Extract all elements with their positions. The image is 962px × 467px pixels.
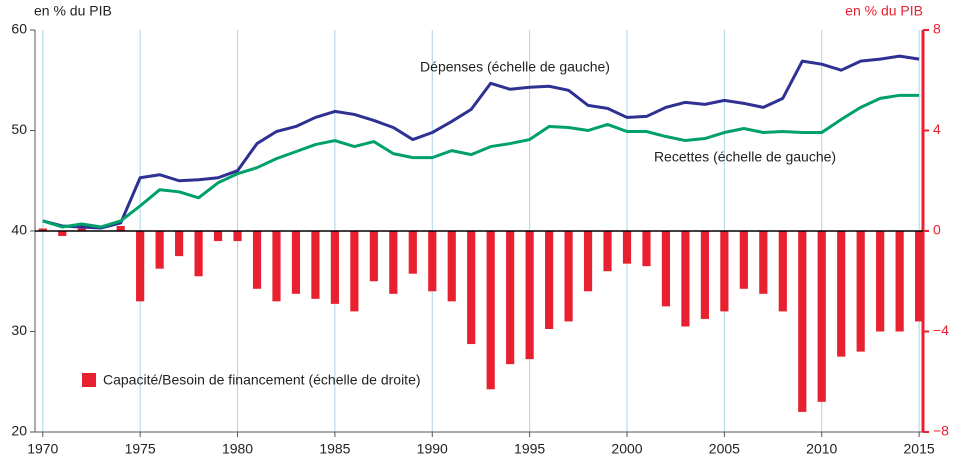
bar bbox=[525, 231, 534, 360]
bar bbox=[369, 231, 378, 282]
bar bbox=[661, 231, 671, 307]
bar bbox=[58, 231, 67, 237]
bar bbox=[486, 231, 495, 390]
bar bbox=[603, 231, 612, 272]
bar bbox=[506, 231, 515, 365]
y2-tick-label: 4 bbox=[933, 121, 941, 137]
bar bbox=[311, 231, 320, 299]
bar bbox=[583, 231, 593, 292]
bar bbox=[291, 231, 301, 294]
x-tick-label: 2000 bbox=[611, 441, 642, 457]
bar bbox=[622, 231, 632, 264]
x-tick-label: 1970 bbox=[27, 441, 58, 457]
bar bbox=[136, 231, 145, 302]
x-tick-label: 2010 bbox=[806, 441, 837, 457]
bar bbox=[856, 231, 865, 352]
bar bbox=[739, 231, 748, 289]
bar bbox=[175, 231, 184, 257]
bar bbox=[759, 231, 768, 294]
bar bbox=[213, 231, 223, 242]
y2-tick-label: −8 bbox=[933, 423, 949, 439]
series-annotation: Dépenses (échelle de gauche) bbox=[420, 59, 610, 75]
x-tick-label: 1990 bbox=[417, 441, 448, 457]
bar bbox=[798, 231, 807, 412]
y2-tick-label: −4 bbox=[933, 322, 949, 338]
y-tick-label: 40 bbox=[11, 222, 27, 238]
bar bbox=[155, 231, 164, 269]
bar bbox=[408, 231, 417, 274]
line bbox=[42, 93, 920, 229]
bar bbox=[778, 231, 787, 312]
x-tick-label: 2015 bbox=[904, 441, 935, 457]
line bbox=[42, 54, 920, 230]
bar bbox=[330, 231, 339, 304]
y-tick-label: 30 bbox=[11, 322, 27, 338]
series-annotation: Recettes (échelle de gauche) bbox=[654, 149, 836, 165]
y-tick-label: 50 bbox=[11, 121, 27, 137]
y-axis-label: en % du PIB bbox=[34, 3, 112, 19]
bar bbox=[233, 231, 242, 242]
bar bbox=[545, 231, 554, 329]
bar bbox=[700, 231, 709, 319]
bar bbox=[447, 231, 456, 302]
x-tick-label: 1995 bbox=[514, 441, 545, 457]
bar bbox=[77, 228, 86, 231]
bar bbox=[642, 231, 651, 267]
x-tick-label: 1975 bbox=[125, 441, 156, 457]
x-tick-label: 2005 bbox=[709, 441, 740, 457]
legend-label: Capacité/Besoin de financement (échelle … bbox=[103, 372, 421, 388]
bar bbox=[720, 231, 729, 312]
bar bbox=[272, 231, 281, 302]
bar bbox=[895, 231, 904, 332]
y2-tick-label: 8 bbox=[933, 21, 941, 37]
bar bbox=[915, 231, 924, 322]
bar bbox=[817, 231, 826, 402]
bar bbox=[252, 231, 262, 289]
legend-swatch bbox=[82, 373, 96, 387]
y-tick-label: 60 bbox=[11, 21, 27, 37]
y2-axis-label: en % du PIB bbox=[845, 3, 923, 19]
x-tick-label: 1985 bbox=[319, 441, 350, 457]
bar bbox=[350, 231, 359, 312]
bar bbox=[194, 231, 203, 277]
bar bbox=[38, 228, 47, 231]
bar bbox=[876, 231, 885, 332]
bar bbox=[116, 225, 125, 231]
bar bbox=[428, 231, 437, 292]
bar bbox=[681, 231, 690, 327]
x-tick-label: 1980 bbox=[222, 441, 253, 457]
bar bbox=[564, 231, 573, 322]
bar bbox=[467, 231, 476, 345]
y-tick-label: 20 bbox=[11, 423, 27, 439]
bar bbox=[837, 231, 846, 357]
y2-tick-label: 0 bbox=[933, 222, 941, 238]
bar bbox=[389, 231, 398, 294]
